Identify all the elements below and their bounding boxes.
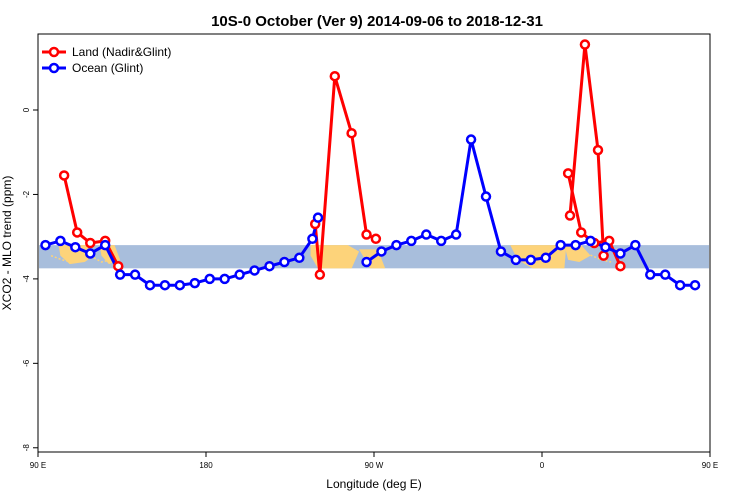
- x-tick-label: 90 E: [30, 461, 46, 470]
- y-axis-label: XCO2 - MLO trend (ppm): [0, 176, 14, 311]
- legend: Land (Nadir&Glint) Ocean (Glint): [42, 45, 171, 75]
- land-data-point: [58, 170, 70, 181]
- land-data-point: [564, 210, 576, 221]
- ocean-data-point: [40, 239, 51, 251]
- ocean-data-point: [294, 252, 305, 264]
- y-axis: 0 -2 -4 -6 -8: [22, 107, 38, 451]
- ocean-data-point: [114, 269, 126, 280]
- y-tick-label: -8: [22, 444, 31, 452]
- ocean-data-point: [219, 273, 230, 285]
- legend-land-label: Land (Nadir&Glint): [72, 45, 171, 59]
- ocean-data-point: [249, 265, 260, 276]
- y-tick-label: 0: [22, 107, 31, 112]
- land-data-point: [370, 233, 382, 245]
- ocean-data-point: [450, 229, 462, 240]
- ocean-data-point: [480, 191, 492, 202]
- ocean-data-point: [391, 239, 402, 251]
- land-data-point: [329, 70, 341, 82]
- ocean-data-point: [570, 239, 581, 251]
- ocean-data-point: [630, 239, 641, 251]
- ocean-data-point: [159, 279, 171, 291]
- ocean-data-point: [689, 279, 701, 291]
- ocean-data-point: [234, 269, 245, 280]
- land-data-point: [346, 127, 357, 139]
- ocean-data-point: [421, 229, 432, 240]
- ocean-data-point: [144, 279, 156, 291]
- ocean-data-point: [189, 277, 201, 289]
- legend-land-marker: [48, 46, 60, 58]
- land-data-point: [562, 168, 574, 179]
- legend-ocean-marker: [48, 62, 60, 74]
- ocean-data-point: [600, 241, 611, 253]
- ocean-data-point: [645, 269, 656, 280]
- ocean-data-point: [55, 235, 66, 247]
- ocean-data-point: [525, 254, 537, 266]
- ocean-data-point: [674, 279, 686, 291]
- ocean-data-point: [585, 235, 596, 247]
- ocean-data-point: [465, 134, 477, 145]
- land-data-point: [579, 39, 591, 50]
- ocean-data-point: [495, 246, 507, 257]
- x-tick-label: 90 W: [365, 461, 384, 470]
- land-data-point: [598, 250, 609, 261]
- land-data-point: [575, 227, 587, 238]
- land-data-point: [113, 260, 124, 272]
- x-tick-label: 180: [199, 461, 213, 470]
- ocean-data-point: [174, 279, 186, 291]
- land-data-point: [592, 144, 604, 156]
- x-tick-label: 0: [540, 461, 545, 470]
- ocean-data-point: [435, 235, 447, 247]
- ocean-data-point: [264, 260, 275, 272]
- ocean-data-point: [85, 248, 96, 259]
- ocean-data-point: [312, 212, 324, 223]
- land-series-line: [313, 74, 377, 277]
- coast-line: [93, 257, 111, 263]
- land-data-point: [615, 260, 626, 272]
- plot-area: [39, 39, 709, 291]
- ocean-data-point: [540, 252, 551, 264]
- ocean-data-point: [204, 273, 215, 285]
- ocean-data-point: [307, 233, 318, 245]
- ocean-data-point: [615, 248, 626, 259]
- x-axis-label: Longitude (deg E): [326, 477, 421, 491]
- y-tick-label: -2: [22, 190, 31, 198]
- ocean-data-point: [99, 239, 111, 251]
- ocean-data-point: [70, 241, 81, 253]
- land-data-point: [361, 229, 372, 240]
- chart-title: 10S-0 October (Ver 9) 2014-09-06 to 2018…: [211, 13, 543, 30]
- ocean-data-point: [555, 239, 566, 251]
- ocean-data-point: [129, 269, 141, 280]
- y-tick-label: -4: [22, 275, 31, 283]
- x-tick-label: 90 E: [702, 461, 718, 470]
- ocean-data-point: [510, 254, 522, 266]
- ocean-data-point: [406, 235, 417, 247]
- ocean-data-point: [279, 256, 290, 268]
- land-data-point: [314, 269, 326, 280]
- ocean-data-point: [361, 256, 372, 268]
- ocean-data-point: [659, 269, 671, 280]
- land-series-line: [568, 43, 606, 256]
- land-shape: [564, 245, 591, 262]
- land-data-point: [85, 237, 96, 249]
- y-tick-label: -6: [22, 359, 31, 367]
- legend-ocean-label: Ocean (Glint): [72, 61, 143, 75]
- land-data-point: [71, 227, 83, 238]
- ocean-data-point: [376, 246, 387, 257]
